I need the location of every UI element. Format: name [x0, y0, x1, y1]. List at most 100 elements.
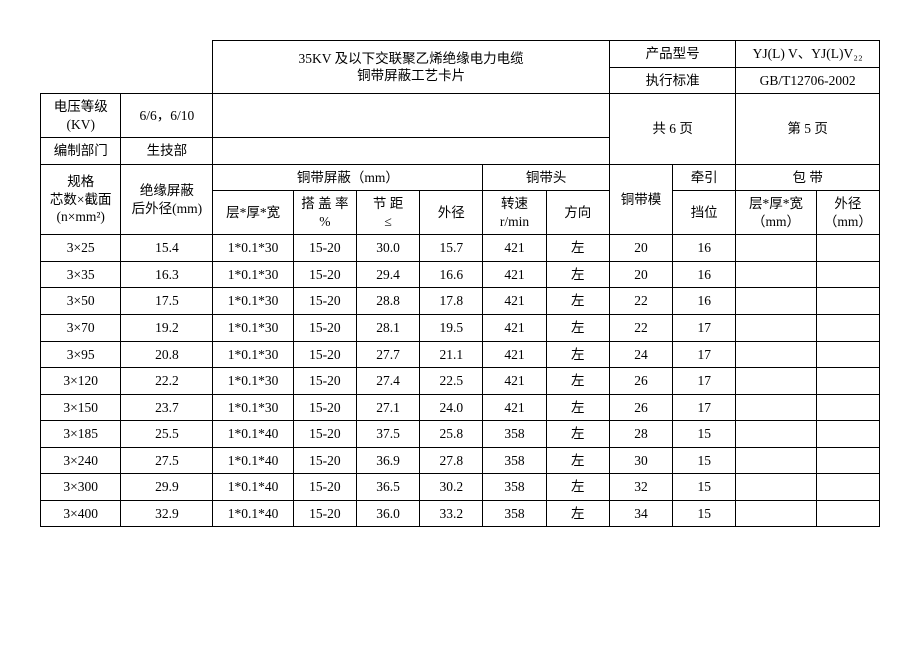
cell-ins: 25.5 — [121, 421, 213, 448]
cell-layer: 1*0.1*30 — [213, 394, 293, 421]
cell-od: 21.1 — [420, 341, 483, 368]
cell-overlap: 15-20 — [293, 288, 356, 315]
cell-pitch: 27.1 — [357, 394, 420, 421]
cell-dir: 左 — [546, 315, 609, 342]
voltage-label: 电压等级(KV) — [41, 94, 121, 138]
cell-gear: 15 — [673, 474, 736, 501]
cell-overlap: 15-20 — [293, 421, 356, 448]
cell-speed: 421 — [483, 315, 546, 342]
cell-dir: 左 — [546, 288, 609, 315]
cell-ins: 23.7 — [121, 394, 213, 421]
cell-od: 22.5 — [420, 368, 483, 395]
cell-die: 20 — [609, 261, 672, 288]
cell-od: 19.5 — [420, 315, 483, 342]
table-row: 3×30029.91*0.1*4015-2036.530.2358左3215 — [41, 474, 880, 501]
cell-dir: 左 — [546, 474, 609, 501]
cell-overlap: 15-20 — [293, 474, 356, 501]
cell-od: 27.8 — [420, 447, 483, 474]
cell-spec: 3×150 — [41, 394, 121, 421]
table-row: 3×9520.81*0.1*3015-2027.721.1421左2417 — [41, 341, 880, 368]
table-row: 3×5017.51*0.1*3015-2028.817.8421左2216 — [41, 288, 880, 315]
cell-ins: 20.8 — [121, 341, 213, 368]
cell-wod — [816, 447, 879, 474]
cell-dir: 左 — [546, 447, 609, 474]
table-row: 3×18525.51*0.1*4015-2037.525.8358左2815 — [41, 421, 880, 448]
cell-gear: 17 — [673, 341, 736, 368]
cell-pitch: 28.8 — [357, 288, 420, 315]
cell-dir: 左 — [546, 235, 609, 262]
table-row: 3×12022.21*0.1*3015-2027.422.5421左2617 — [41, 368, 880, 395]
cell-dir: 左 — [546, 261, 609, 288]
process-card-table: 35KV 及以下交联聚乙烯绝缘电力电缆 铜带屏蔽工艺卡片 产品型号 YJ(L) … — [40, 40, 880, 527]
voltage-value: 6/6，6/10 — [121, 94, 213, 138]
cell-spec: 3×300 — [41, 474, 121, 501]
cell-wlayer — [736, 500, 816, 527]
cell-die: 22 — [609, 315, 672, 342]
cell-gear: 16 — [673, 261, 736, 288]
cell-layer: 1*0.1*40 — [213, 500, 293, 527]
cell-speed: 421 — [483, 288, 546, 315]
cell-die: 22 — [609, 288, 672, 315]
col-overlap: 搭 盖 率 % — [293, 191, 356, 235]
cell-pitch: 36.9 — [357, 447, 420, 474]
cell-od: 17.8 — [420, 288, 483, 315]
cell-wod — [816, 368, 879, 395]
cell-pitch: 37.5 — [357, 421, 420, 448]
cell-layer: 1*0.1*40 — [213, 421, 293, 448]
header-row-1: 35KV 及以下交联聚乙烯绝缘电力电缆 铜带屏蔽工艺卡片 产品型号 YJ(L) … — [41, 41, 880, 68]
cell-overlap: 15-20 — [293, 341, 356, 368]
cell-ins: 15.4 — [121, 235, 213, 262]
product-model-label: 产品型号 — [609, 41, 735, 68]
cell-speed: 421 — [483, 261, 546, 288]
cell-speed: 358 — [483, 474, 546, 501]
col-die: 铜带模 — [609, 164, 672, 235]
cell-pitch: 29.4 — [357, 261, 420, 288]
cell-wlayer — [736, 235, 816, 262]
col-layer: 层*厚*宽 — [213, 191, 293, 235]
page-current: 第 5 页 — [736, 94, 880, 165]
cell-layer: 1*0.1*30 — [213, 288, 293, 315]
cell-wod — [816, 474, 879, 501]
cell-wlayer — [736, 341, 816, 368]
dept-label: 编制部门 — [41, 138, 121, 165]
cell-overlap: 15-20 — [293, 500, 356, 527]
cell-layer: 1*0.1*30 — [213, 235, 293, 262]
cell-wod — [816, 421, 879, 448]
cell-ins: 32.9 — [121, 500, 213, 527]
cell-gear: 16 — [673, 288, 736, 315]
col-shield-group: 铜带屏蔽（mm） — [213, 164, 483, 191]
cell-wlayer — [736, 394, 816, 421]
cell-dir: 左 — [546, 421, 609, 448]
cell-wod — [816, 288, 879, 315]
cell-wod — [816, 394, 879, 421]
cell-gear: 17 — [673, 368, 736, 395]
cell-wlayer — [736, 421, 816, 448]
cell-gear: 17 — [673, 394, 736, 421]
table-row: 3×40032.91*0.1*4015-2036.033.2358左3415 — [41, 500, 880, 527]
cell-layer: 1*0.1*30 — [213, 368, 293, 395]
cell-gear: 15 — [673, 421, 736, 448]
cell-pitch: 28.1 — [357, 315, 420, 342]
dept-value: 生技部 — [121, 138, 213, 165]
cell-speed: 421 — [483, 394, 546, 421]
standard-label: 执行标准 — [609, 67, 735, 94]
col-od: 外径 — [420, 191, 483, 235]
cell-wlayer — [736, 315, 816, 342]
cell-gear: 16 — [673, 235, 736, 262]
header-row-3: 电压等级(KV) 6/6，6/10 共 6 页 第 5 页 — [41, 94, 880, 138]
cell-overlap: 15-20 — [293, 394, 356, 421]
cell-die: 26 — [609, 394, 672, 421]
cell-pitch: 30.0 — [357, 235, 420, 262]
cell-gear: 17 — [673, 315, 736, 342]
cell-die: 34 — [609, 500, 672, 527]
cell-overlap: 15-20 — [293, 261, 356, 288]
cell-speed: 421 — [483, 368, 546, 395]
cell-spec: 3×120 — [41, 368, 121, 395]
cell-pitch: 27.4 — [357, 368, 420, 395]
cell-die: 24 — [609, 341, 672, 368]
cell-layer: 1*0.1*30 — [213, 315, 293, 342]
cell-wlayer — [736, 447, 816, 474]
col-direction: 方向 — [546, 191, 609, 235]
cell-ins: 27.5 — [121, 447, 213, 474]
cell-od: 16.6 — [420, 261, 483, 288]
